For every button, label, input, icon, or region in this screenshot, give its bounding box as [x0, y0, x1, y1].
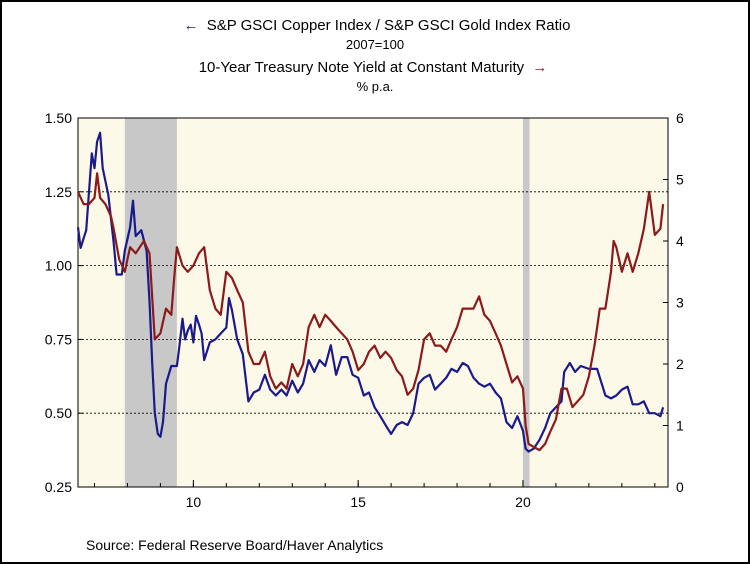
- left-tick-label: 0.25: [45, 479, 72, 495]
- recession-band: [522, 118, 530, 487]
- legend-series1-title: S&P GSCI Copper Index / S&P GSCI Gold In…: [206, 17, 571, 34]
- treasury-yield-line: [76, 172, 665, 452]
- legend-series1: ← S&P GSCI Copper Index / S&P GSCI Gold …: [0, 17, 750, 34]
- x-tick-label: 10: [186, 494, 202, 510]
- left-arrow-icon: ←: [183, 17, 199, 34]
- legend-series1-unit: 2007=100: [345, 37, 405, 52]
- right-tick-label: 6: [676, 110, 684, 126]
- legend-series2-title: 10-Year Treasury Note Yield at Constant …: [198, 59, 525, 76]
- right-tick-label: 3: [676, 295, 684, 311]
- left-tick-label: 1.50: [45, 110, 72, 126]
- recession-band: [124, 118, 177, 487]
- source-note: Source: Federal Reserve Board/Haver Anal…: [86, 537, 384, 553]
- left-tick-label: 1.25: [45, 184, 72, 200]
- right-tick-label: 4: [676, 233, 684, 249]
- left-tick-label: 0.50: [45, 405, 72, 421]
- copper-gold-ratio-line: [76, 131, 665, 453]
- right-tick-label: 5: [676, 172, 684, 188]
- legend-series2-unit: % p.a.: [356, 79, 394, 94]
- right-tick-label: 2: [676, 356, 684, 372]
- right-tick-label: 0: [676, 479, 684, 495]
- right-tick-label: 1: [676, 418, 684, 434]
- legend-series2: 10-Year Treasury Note Yield at Constant …: [0, 59, 750, 76]
- right-arrow-icon: →: [532, 59, 548, 76]
- left-tick-label: 1.00: [45, 258, 72, 274]
- x-tick-label: 20: [515, 494, 531, 510]
- left-tick-label: 0.75: [45, 331, 72, 347]
- x-tick-label: 15: [350, 494, 366, 510]
